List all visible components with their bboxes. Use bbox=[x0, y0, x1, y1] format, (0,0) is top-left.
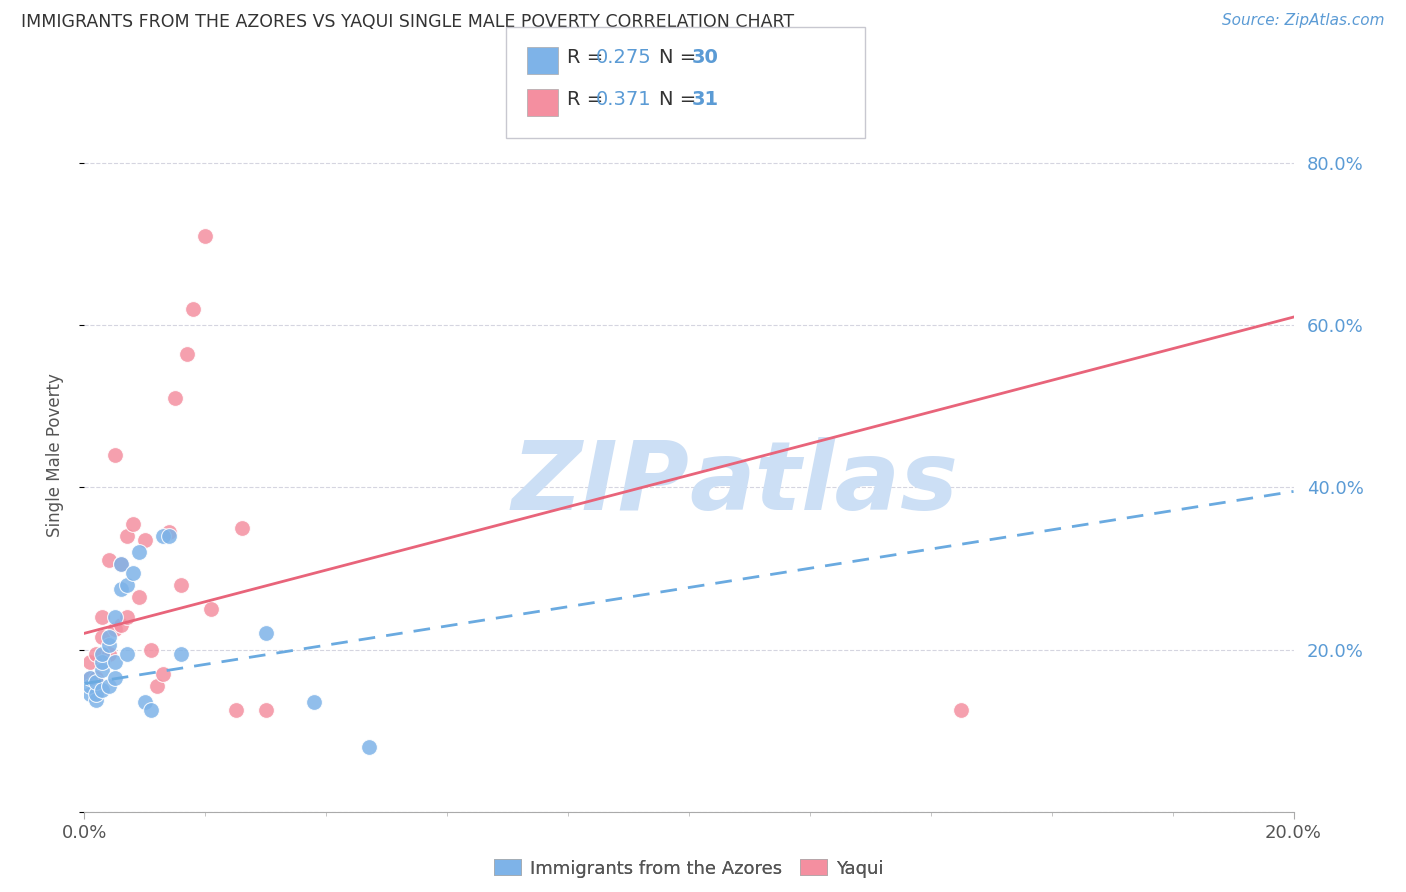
Point bbox=[231, 521, 253, 535]
Point bbox=[91, 683, 114, 698]
Point bbox=[104, 671, 127, 685]
Point bbox=[357, 739, 380, 754]
Point bbox=[91, 647, 114, 661]
Point bbox=[302, 695, 325, 709]
Point bbox=[104, 655, 127, 669]
Point bbox=[115, 610, 138, 624]
Point bbox=[86, 647, 108, 661]
Text: 31: 31 bbox=[692, 90, 718, 110]
Point bbox=[176, 346, 198, 360]
Point bbox=[254, 626, 277, 640]
Text: Source: ZipAtlas.com: Source: ZipAtlas.com bbox=[1222, 13, 1385, 29]
Point bbox=[91, 610, 114, 624]
Y-axis label: Single Male Poverty: Single Male Poverty bbox=[45, 373, 63, 537]
Point bbox=[110, 558, 132, 572]
Text: atlas: atlas bbox=[689, 437, 957, 530]
Point bbox=[86, 675, 108, 690]
Point bbox=[79, 671, 101, 685]
Point bbox=[91, 631, 114, 645]
Point bbox=[134, 533, 156, 547]
Point bbox=[115, 529, 138, 543]
Point bbox=[165, 391, 187, 405]
Text: R =: R = bbox=[567, 48, 609, 68]
Point bbox=[79, 679, 101, 693]
Point bbox=[97, 553, 120, 567]
Point bbox=[110, 558, 132, 572]
Point bbox=[86, 693, 108, 707]
Point bbox=[104, 610, 127, 624]
Point bbox=[950, 703, 973, 717]
Point bbox=[134, 695, 156, 709]
Point bbox=[128, 545, 150, 559]
Point bbox=[181, 301, 204, 316]
Point bbox=[170, 577, 193, 591]
Text: 0.275: 0.275 bbox=[596, 48, 652, 68]
Point bbox=[146, 679, 169, 693]
Point bbox=[104, 622, 127, 636]
Point bbox=[157, 524, 180, 539]
Point bbox=[170, 647, 193, 661]
Point bbox=[139, 703, 162, 717]
Text: 30: 30 bbox=[692, 48, 718, 68]
Point bbox=[110, 618, 132, 632]
Text: N =: N = bbox=[659, 48, 703, 68]
Point bbox=[152, 529, 174, 543]
Point bbox=[121, 516, 143, 531]
Point bbox=[139, 642, 162, 657]
Point bbox=[97, 647, 120, 661]
Point bbox=[225, 703, 247, 717]
Point bbox=[86, 687, 108, 701]
Point bbox=[97, 639, 120, 653]
Point bbox=[79, 687, 101, 701]
Point bbox=[157, 529, 180, 543]
Point bbox=[200, 602, 222, 616]
Point bbox=[91, 655, 114, 669]
Text: N =: N = bbox=[659, 90, 703, 110]
Point bbox=[254, 703, 277, 717]
Point bbox=[194, 229, 217, 244]
Point bbox=[115, 647, 138, 661]
Point bbox=[152, 666, 174, 681]
Text: IMMIGRANTS FROM THE AZORES VS YAQUI SINGLE MALE POVERTY CORRELATION CHART: IMMIGRANTS FROM THE AZORES VS YAQUI SING… bbox=[21, 13, 794, 31]
Point bbox=[79, 655, 101, 669]
Legend: Immigrants from the Azores, Yaqui: Immigrants from the Azores, Yaqui bbox=[486, 852, 891, 885]
Point bbox=[104, 448, 127, 462]
Point bbox=[79, 671, 101, 685]
Text: R =: R = bbox=[567, 90, 609, 110]
Point bbox=[115, 577, 138, 591]
Point bbox=[128, 590, 150, 604]
Point bbox=[97, 631, 120, 645]
Text: ZIP: ZIP bbox=[510, 437, 689, 530]
Text: 0.371: 0.371 bbox=[596, 90, 652, 110]
Point bbox=[97, 679, 120, 693]
Point bbox=[110, 582, 132, 596]
Point bbox=[91, 663, 114, 677]
Point bbox=[121, 566, 143, 580]
Point bbox=[86, 671, 108, 685]
